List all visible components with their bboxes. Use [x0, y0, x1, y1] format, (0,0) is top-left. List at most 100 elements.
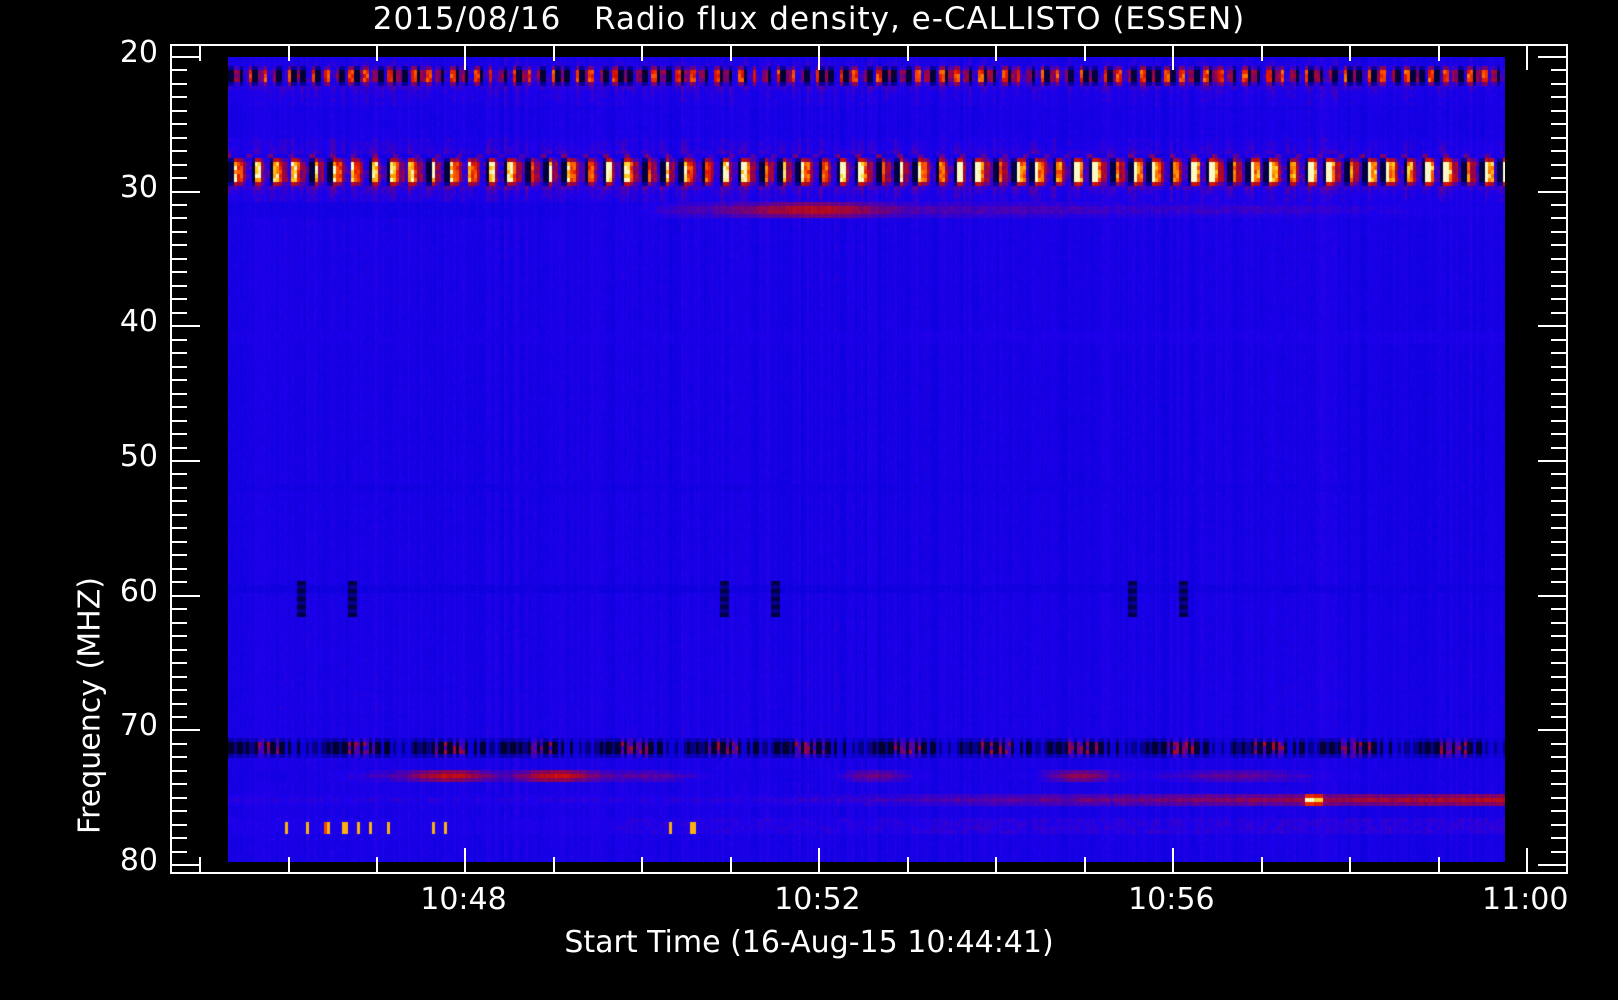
y-axis-major-tick [172, 460, 200, 462]
spectrogram-plot-area[interactable] [228, 57, 1505, 862]
y-axis-minor-tick [1551, 406, 1566, 409]
y-axis-major-tick [172, 729, 200, 732]
y-axis-minor-tick [172, 769, 187, 772]
x-axis-tick-label: 10:52 [774, 882, 861, 917]
y-axis-minor-tick [172, 365, 187, 368]
y-axis-minor-tick [1551, 136, 1566, 139]
y-axis-minor-tick [1551, 311, 1566, 314]
y-axis-major-tick [172, 594, 200, 597]
y-axis-minor-tick [1551, 567, 1566, 570]
y-axis-minor-tick [172, 742, 187, 745]
y-axis-minor-tick [172, 662, 187, 665]
x-axis-minor-tick [552, 46, 555, 61]
y-axis-minor-tick [172, 513, 187, 516]
x-axis-major-tick [1172, 46, 1175, 70]
y-axis-minor-tick [1551, 123, 1566, 126]
x-axis-title: Start Time (16-Aug-15 10:44:41) [564, 925, 1054, 960]
y-axis-minor-tick [1551, 284, 1566, 287]
x-axis-minor-tick [995, 857, 998, 872]
x-axis-minor-tick [552, 857, 555, 872]
x-axis-minor-tick [1349, 46, 1352, 61]
y-axis-minor-tick [1551, 662, 1566, 665]
y-axis-major-tick [1538, 190, 1566, 193]
y-axis-tick-label: 80 [119, 843, 158, 879]
y-axis-minor-tick [1551, 527, 1566, 530]
x-axis-minor-tick [287, 46, 290, 61]
y-axis-minor-tick [1551, 177, 1566, 180]
y-axis-minor-tick [1551, 702, 1566, 705]
x-axis-tick-label: 10:48 [420, 882, 507, 917]
y-axis-minor-tick [172, 177, 187, 180]
page-title: 2015/08/16 Radio flux density, e-CALLIST… [372, 1, 1246, 37]
y-axis-minor-tick [172, 338, 187, 341]
y-axis-minor-tick [1551, 217, 1566, 220]
y-axis-tick-label: 70 [119, 708, 158, 744]
y-axis-minor-tick [172, 796, 187, 799]
x-axis-minor-tick [641, 857, 644, 872]
y-axis-minor-tick [1551, 163, 1566, 166]
y-axis-minor-tick [1551, 540, 1566, 543]
y-axis-tick-label: 30 [119, 169, 158, 205]
y-axis-minor-tick [1551, 810, 1566, 813]
x-axis-tick-label: 11:00 [1482, 882, 1569, 917]
y-axis-minor-tick [1551, 96, 1566, 99]
y-axis-major-tick [1538, 460, 1566, 462]
y-axis-minor-tick [1551, 837, 1566, 840]
y-axis-minor-tick [1551, 500, 1566, 503]
y-axis-tick-label: 40 [119, 304, 158, 340]
y-axis-minor-tick [1551, 486, 1566, 489]
y-axis-minor-tick [1551, 203, 1566, 206]
y-axis-minor-tick [172, 823, 187, 826]
y-axis-minor-tick [1551, 689, 1566, 692]
y-axis-tick-label: 20 [119, 34, 158, 70]
x-axis-major-tick [1172, 848, 1175, 872]
y-axis-tick-label: 50 [119, 439, 158, 474]
x-axis-major-tick [464, 46, 467, 70]
y-axis-minor-tick [172, 379, 187, 382]
y-axis-minor-tick [172, 150, 187, 153]
x-axis-minor-tick [1437, 46, 1440, 61]
x-axis-minor-tick [1083, 46, 1086, 61]
y-axis-minor-tick [172, 689, 187, 692]
x-axis-major-tick [1526, 848, 1529, 872]
y-axis-minor-tick [172, 540, 187, 543]
y-axis-minor-tick [172, 352, 187, 355]
y-axis-minor-tick [1551, 850, 1566, 853]
y-axis-minor-tick [172, 433, 187, 436]
y-axis-minor-tick [172, 406, 187, 409]
y-axis-minor-tick [1551, 271, 1566, 274]
y-axis-title: Frequency (MHZ) [72, 577, 108, 834]
y-axis-minor-tick [1551, 82, 1566, 85]
x-axis-minor-tick [995, 46, 998, 61]
y-axis-minor-tick [1551, 675, 1566, 678]
y-axis-minor-tick [1551, 513, 1566, 516]
y-axis-minor-tick [1551, 756, 1566, 759]
y-axis-minor-tick [172, 82, 187, 85]
x-axis-major-tick [818, 46, 821, 70]
y-axis-minor-tick [1551, 298, 1566, 301]
x-axis-minor-tick [641, 46, 644, 61]
y-axis-minor-tick [172, 109, 187, 112]
y-axis-minor-tick [172, 163, 187, 166]
y-axis-minor-tick [1551, 796, 1566, 799]
y-axis-minor-tick [172, 675, 187, 678]
x-axis-minor-tick [906, 46, 909, 61]
y-axis-minor-tick [1551, 716, 1566, 718]
y-axis-minor-tick [172, 527, 187, 530]
x-axis-minor-tick [906, 857, 909, 872]
x-axis-minor-tick [199, 46, 202, 61]
y-axis-minor-tick [1551, 257, 1566, 260]
y-axis-minor-tick [1551, 338, 1566, 341]
x-axis-minor-tick [1260, 857, 1263, 872]
y-axis-minor-tick [172, 783, 187, 786]
y-axis-minor-tick [1551, 554, 1566, 557]
y-axis-minor-tick [172, 648, 187, 651]
y-axis-minor-tick [172, 298, 187, 301]
y-axis-minor-tick [172, 554, 187, 557]
y-axis-minor-tick [1551, 783, 1566, 786]
y-axis-minor-tick [172, 500, 187, 503]
y-axis-minor-tick [1551, 392, 1566, 395]
y-axis-minor-tick [172, 244, 187, 247]
y-axis-minor-tick [172, 271, 187, 274]
